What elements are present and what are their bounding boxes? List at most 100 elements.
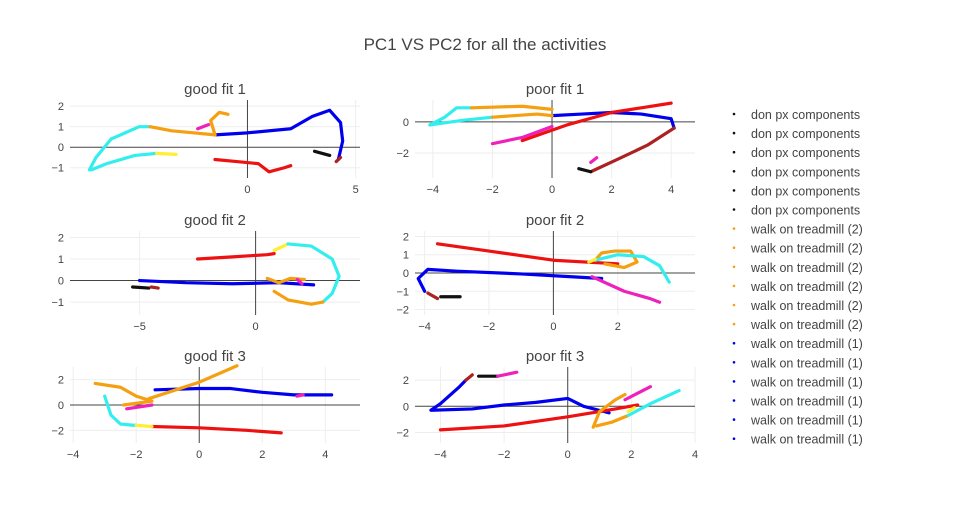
series-cyan — [593, 253, 671, 284]
series-yellow — [154, 151, 178, 156]
y-tick-label: 0 — [403, 117, 409, 129]
legend-label: don px components — [751, 165, 860, 179]
series-magenta — [490, 124, 554, 146]
legend-label: walk on treadmill (2) — [750, 280, 863, 294]
subplot-6: poor fit 3 −4 −2 0 2 4 −2 0 2 — [396, 348, 698, 461]
legend-label: walk on treadmill (1) — [750, 433, 863, 447]
y-tick-label: −1 — [51, 297, 64, 309]
legend-marker — [732, 399, 736, 402]
y-tick-label: −2 — [396, 428, 409, 440]
legend-item[interactable]: walk on treadmill (2) — [732, 318, 863, 332]
x-tick-label: −4 — [434, 449, 447, 461]
y-tick-label: 0 — [58, 276, 64, 288]
legend-label: walk on treadmill (1) — [750, 356, 863, 370]
series-cyan — [103, 394, 138, 427]
legend-item[interactable]: walk on treadmill (2) — [732, 261, 863, 275]
series-cyan-b — [90, 151, 159, 172]
series-black — [131, 285, 151, 290]
series-magenta-b — [295, 393, 305, 398]
legend-label: walk on treadmill (2) — [750, 318, 863, 332]
legend-marker — [732, 322, 736, 326]
series-orange — [93, 381, 154, 407]
series-orange — [591, 392, 627, 429]
legend-item[interactable]: walk on treadmill (2) — [732, 242, 863, 256]
series-orange-b — [147, 364, 239, 401]
series-blue — [213, 108, 345, 162]
subplot-title: poor fit 2 — [526, 212, 584, 229]
legend-marker — [732, 227, 736, 230]
series-orange-b — [209, 110, 230, 137]
legend-item[interactable]: don px components — [732, 204, 860, 218]
series-orange-b — [490, 112, 554, 119]
series-blue — [550, 110, 676, 130]
legend-label: walk on treadmill (1) — [750, 337, 863, 351]
legend-item[interactable]: walk on treadmill (1) — [732, 414, 863, 428]
x-tick-label: 5 — [353, 184, 359, 196]
x-tick-label: 2 — [609, 184, 615, 196]
legend-marker — [732, 437, 736, 441]
legend-item[interactable]: walk on treadmill (1) — [732, 395, 863, 409]
series-red — [150, 424, 283, 435]
series-black — [312, 149, 332, 158]
legend-label: walk on treadmill (1) — [750, 414, 863, 428]
legend-marker — [732, 208, 736, 211]
series-orange-b — [594, 413, 630, 428]
legend-item[interactable]: walk on treadmill (1) — [732, 356, 863, 370]
legend-marker — [732, 246, 736, 249]
legend-item[interactable]: don px components — [732, 127, 860, 141]
legend[interactable]: don px components don px components don px… — [732, 108, 863, 447]
series-yellow — [134, 423, 154, 429]
legend-label: don px components — [751, 108, 860, 122]
subplot-3: good fit 2 −5 0 −1 0 1 2 — [51, 212, 360, 333]
series-blue — [429, 396, 611, 415]
series-brown — [589, 126, 676, 174]
y-tick-label: 0 — [403, 401, 409, 413]
x-tick-label: 0 — [549, 184, 555, 196]
subplot-title: good fit 3 — [184, 348, 246, 365]
series-cyan — [428, 106, 474, 127]
figure-title: PC1 VS PC2 for all the activities — [364, 35, 607, 54]
legend-item[interactable]: don px components — [732, 184, 860, 198]
x-tick-label: 4 — [322, 449, 328, 461]
legend-item[interactable]: walk on treadmill (1) — [732, 337, 863, 351]
series-brown — [464, 373, 474, 382]
legend-item[interactable]: don px components — [732, 146, 860, 160]
subplot-4: poor fit 2 −4 −2 0 2 −2 −1 0 1 2 — [396, 212, 695, 333]
series-brown — [334, 155, 343, 164]
series-brown — [149, 285, 160, 290]
legend-item[interactable]: walk on treadmill (1) — [732, 375, 863, 389]
series-yellow — [272, 242, 290, 252]
legend-item[interactable]: walk on treadmill (2) — [732, 223, 863, 237]
y-tick-label: 1 — [58, 122, 64, 134]
series-magenta-b — [589, 156, 599, 164]
legend-item[interactable]: walk on treadmill (2) — [732, 299, 863, 313]
subplot-title: poor fit 1 — [526, 81, 584, 98]
y-tick-label: 2 — [58, 232, 64, 244]
series-cyan — [87, 125, 152, 172]
series-orange — [272, 289, 325, 306]
legend-label: walk on treadmill (2) — [750, 261, 863, 275]
legend-item[interactable]: walk on treadmill (1) — [732, 433, 863, 447]
subplot-2: poor fit 1 −4 −2 0 2 4 −2 0 — [396, 81, 695, 196]
y-tick-label: 1 — [58, 254, 64, 266]
series-red — [213, 157, 293, 174]
y-tick-label: 0 — [403, 268, 409, 280]
subplot-title: good fit 1 — [184, 81, 246, 98]
y-tick-label: 0 — [58, 400, 64, 412]
legend-item[interactable]: don px components — [732, 108, 860, 122]
x-tick-label: −2 — [130, 449, 143, 461]
series-brown — [426, 291, 440, 301]
legend-label: don px components — [751, 146, 860, 160]
x-tick-label: 4 — [668, 184, 674, 196]
x-tick-label: 0 — [253, 321, 259, 333]
legend-marker — [732, 418, 736, 421]
y-tick-label: 1 — [403, 250, 409, 262]
x-tick-label: 2 — [259, 449, 265, 461]
subplot-title: poor fit 3 — [526, 348, 584, 365]
y-tick-label: 2 — [58, 375, 64, 387]
y-tick-label: −1 — [51, 163, 64, 175]
legend-item[interactable]: don px components — [732, 165, 860, 179]
legend-item[interactable]: walk on treadmill (2) — [732, 280, 863, 294]
